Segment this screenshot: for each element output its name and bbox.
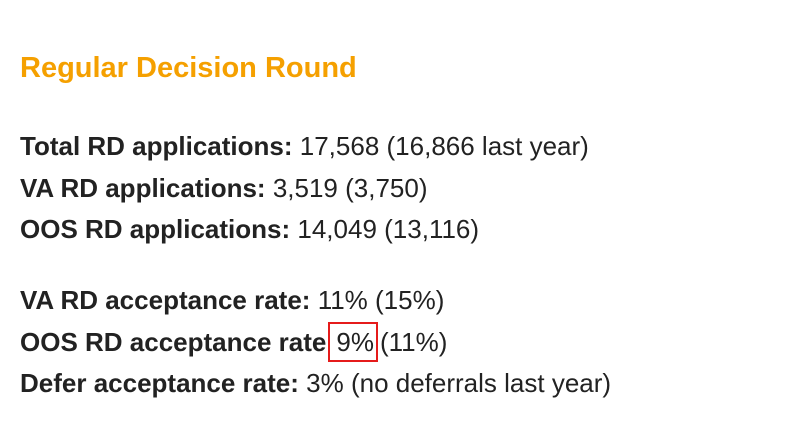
stat-label: Defer acceptance rate: [20, 368, 299, 398]
stat-label: OOS RD acceptance rate [20, 326, 327, 357]
stat-value: (11%) [379, 326, 448, 357]
acceptance-group: VA RD acceptance rate: 11% (15%) OOS RD … [20, 280, 611, 405]
stat-line: Defer acceptance rate: 3% (no deferrals … [20, 363, 611, 405]
highlighted-value: 9% [328, 321, 378, 362]
heading: Regular Decision Round [20, 52, 357, 84]
stat-value: 17,568 (16,866 last year) [299, 131, 589, 161]
stat-label: OOS RD applications: [20, 214, 291, 244]
stat-value: 11% (15%) [317, 285, 445, 315]
stat-label: Total RD applications: [20, 131, 293, 161]
stat-value: 14,049 (13,116) [297, 214, 480, 244]
stat-line: VA RD applications: 3,519 (3,750) [20, 168, 589, 210]
applications-group: Total RD applications: 17,568 (16,866 la… [20, 126, 589, 251]
stat-label: VA RD acceptance rate: [20, 285, 311, 315]
stat-value: 3,519 (3,750) [272, 172, 428, 203]
stat-line: Total RD applications: 17,568 (16,866 la… [20, 126, 589, 168]
stat-line: OOS RD acceptance rate 9% (11%) [20, 321, 611, 364]
stat-label: VA RD applications: [20, 172, 266, 203]
stat-value: 3% (no deferrals last year) [306, 368, 612, 398]
stat-line: VA RD acceptance rate: 11% (15%) [20, 280, 611, 322]
stat-line: OOS RD applications: 14,049 (13,116) [20, 209, 589, 251]
